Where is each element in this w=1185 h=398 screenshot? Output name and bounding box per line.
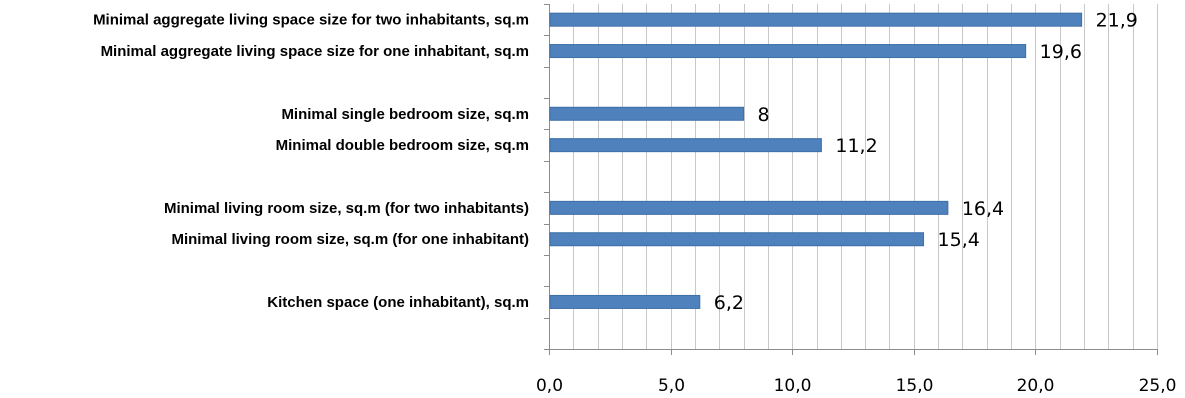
data-label: 16,4 (962, 198, 1004, 220)
data-label: 15,4 (938, 229, 980, 251)
data-label: 19,6 (1040, 41, 1082, 63)
x-tick-label: 5,0 (658, 376, 685, 396)
x-tick-label: 0,0 (536, 376, 563, 396)
x-tick-label: 25,0 (1139, 376, 1177, 396)
x-tick-label: 10,0 (774, 376, 812, 396)
category-label: Kitchen space (one inhabitant), sq.m (267, 294, 529, 311)
axes (544, 4, 1158, 355)
bar (549, 12, 1083, 27)
bar (549, 200, 949, 215)
data-label: 8 (758, 104, 770, 126)
category-label: Minimal double bedroom size, sq.m (276, 137, 529, 154)
data-label: 21,9 (1096, 10, 1138, 32)
bar (549, 138, 822, 153)
gridlines (573, 4, 1158, 349)
bar (549, 106, 745, 121)
category-label: Minimal aggregate living space size for … (101, 43, 529, 60)
x-tick-label: 15,0 (896, 376, 934, 396)
x-tick-label: 20,0 (1017, 376, 1055, 396)
labels: 0,0 5,0 10,0 15,0 20,0 25,0 Minimal aggregate … (93, 10, 1176, 396)
bar (549, 44, 1027, 59)
bar (549, 232, 925, 247)
category-label: Minimal living room size, sq.m (for two … (164, 200, 529, 217)
bar (549, 294, 701, 309)
category-label: Minimal aggregate living space size for … (93, 12, 529, 29)
category-label: Minimal living room size, sq.m (for one … (171, 231, 529, 248)
category-label: Minimal single bedroom size, sq.m (281, 106, 529, 123)
bars (549, 12, 1083, 309)
data-label: 11,2 (835, 135, 877, 157)
data-label: 6,2 (714, 292, 744, 314)
